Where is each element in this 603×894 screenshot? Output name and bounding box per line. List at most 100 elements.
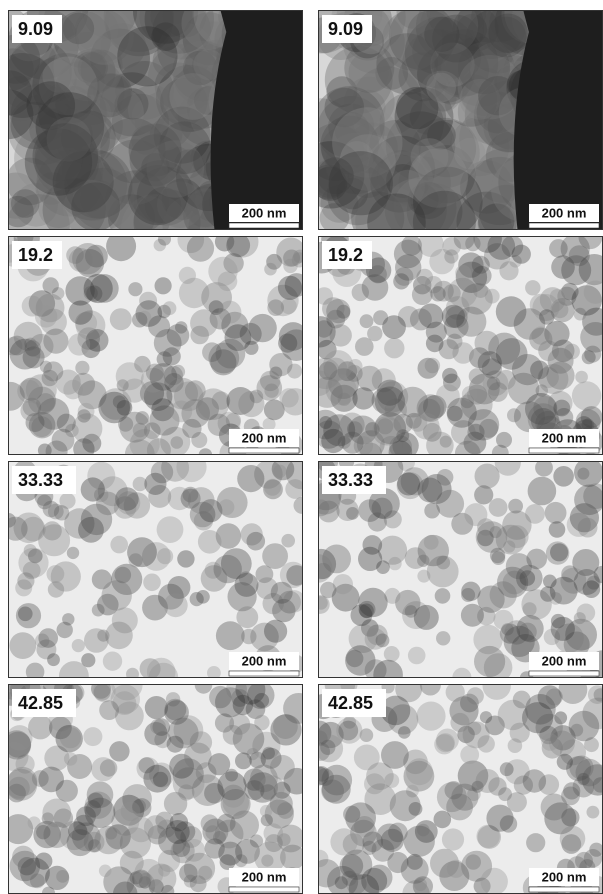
particle — [122, 784, 152, 814]
particle — [416, 701, 446, 731]
particle — [234, 854, 248, 868]
particle — [174, 821, 196, 842]
particle — [215, 523, 242, 549]
particle — [85, 329, 109, 352]
particle — [353, 744, 380, 771]
particle — [261, 854, 274, 867]
particle — [512, 690, 531, 709]
particle — [151, 398, 175, 422]
particle — [462, 721, 490, 749]
particle — [522, 769, 547, 793]
particle — [346, 649, 364, 668]
scale-box — [229, 652, 299, 670]
particle — [318, 166, 348, 201]
particle — [318, 859, 341, 888]
particle — [339, 143, 369, 173]
particle — [318, 548, 337, 580]
particle — [217, 771, 247, 801]
particle — [149, 762, 175, 788]
particle — [141, 153, 170, 182]
scale-bar-label: 200 nm — [242, 430, 287, 445]
particle — [264, 383, 279, 398]
particle — [180, 826, 203, 848]
particle — [114, 90, 143, 119]
particle — [413, 276, 432, 295]
particle — [543, 628, 561, 646]
particle — [525, 694, 556, 725]
particle — [204, 782, 225, 804]
particle — [326, 309, 346, 329]
particle — [371, 368, 396, 393]
particle — [161, 461, 190, 482]
particle — [348, 874, 380, 894]
particle — [318, 500, 340, 523]
particle — [149, 118, 183, 151]
particle — [68, 248, 93, 272]
particle — [222, 789, 250, 816]
particle — [417, 534, 449, 567]
particle — [456, 306, 487, 337]
particle — [131, 125, 161, 155]
particle — [55, 148, 128, 221]
particle — [408, 413, 428, 432]
particle — [158, 864, 171, 877]
particle — [55, 113, 110, 168]
particle — [433, 33, 482, 82]
particle — [162, 347, 181, 366]
particle — [574, 461, 603, 487]
particle — [264, 262, 277, 276]
particle — [505, 553, 532, 580]
particle — [262, 592, 284, 615]
particle — [406, 853, 423, 870]
particle — [9, 850, 41, 882]
particle — [59, 492, 76, 509]
particle — [551, 301, 569, 319]
particle — [549, 730, 575, 757]
particle — [559, 825, 586, 852]
particle — [497, 699, 529, 731]
particle — [224, 324, 252, 351]
particle — [408, 148, 469, 208]
particle — [452, 10, 499, 52]
particle — [10, 83, 71, 144]
particle — [379, 435, 403, 455]
particle — [412, 876, 433, 894]
particle — [374, 412, 407, 445]
particle — [154, 62, 202, 110]
particle — [19, 377, 43, 401]
particle — [46, 565, 65, 583]
particle — [504, 759, 530, 785]
particle — [326, 76, 358, 108]
particle — [417, 823, 430, 837]
particle — [172, 758, 204, 790]
particle — [592, 777, 603, 793]
particle — [325, 374, 357, 406]
particle — [241, 628, 257, 645]
particle — [146, 863, 177, 894]
particle — [293, 249, 303, 264]
particle — [43, 361, 64, 382]
particle — [398, 726, 411, 739]
particle — [47, 581, 65, 598]
particle — [225, 768, 239, 782]
particle — [318, 141, 365, 209]
image-background — [8, 684, 303, 894]
particle — [8, 381, 25, 411]
particle — [465, 854, 481, 870]
particle — [173, 381, 204, 412]
particle — [495, 524, 526, 555]
particle — [578, 236, 603, 250]
particle — [486, 804, 514, 832]
particle — [434, 71, 469, 105]
particle — [445, 684, 465, 702]
particle — [493, 609, 514, 630]
particle — [178, 277, 210, 309]
particle — [347, 421, 363, 437]
particle — [283, 767, 303, 795]
particle — [223, 253, 244, 274]
particle — [285, 479, 303, 499]
particle — [350, 819, 377, 847]
particle — [41, 812, 54, 825]
particle — [197, 388, 230, 421]
particle — [540, 586, 556, 602]
